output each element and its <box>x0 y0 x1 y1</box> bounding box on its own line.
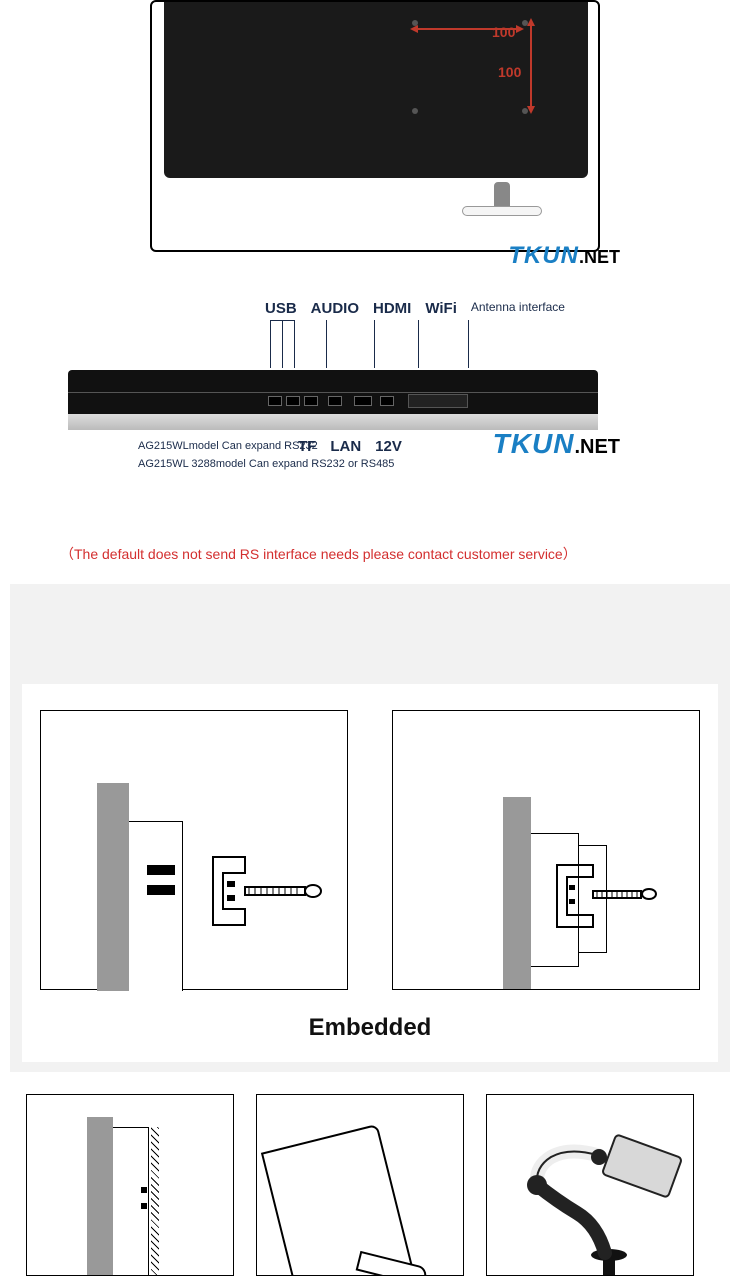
monitor-back <box>164 2 588 178</box>
logo-sub: .NET <box>579 247 620 267</box>
ports-diagram: USB AUDIO HDMI WiFi Antenna interface TF… <box>0 300 750 540</box>
port-label-antenna: Antenna interface <box>471 300 565 317</box>
embedded-title: Embedded <box>36 990 704 1052</box>
logo-sub: .NET <box>574 436 620 458</box>
port-label-hdmi: HDMI <box>373 300 411 317</box>
rs-interface-note: （The default does not send RS interface … <box>0 540 750 584</box>
arm-mount-icon <box>487 1095 694 1276</box>
vesa-v-arrow <box>530 20 532 112</box>
vesa-hole <box>412 20 418 26</box>
clip-icon <box>553 861 663 931</box>
vesa-diagram: 100 100 TKUN.NET <box>0 0 750 280</box>
port-label-wifi: WiFi <box>425 300 457 317</box>
vesa-hole <box>412 108 418 114</box>
port-label-usb: USB <box>265 300 297 317</box>
monitor-outline: 100 100 <box>150 0 600 252</box>
port-label-lan: LAN <box>330 438 361 455</box>
vesa-hole <box>522 108 528 114</box>
mount-options-row <box>0 1072 750 1276</box>
port-label-12v: 12V <box>375 438 402 455</box>
brand-logo: TKUN.NET <box>493 428 620 460</box>
port-expand-note-2: AG215WL 3288model Can expand RS232 or RS… <box>138 458 394 470</box>
mount-option-wall <box>26 1094 234 1276</box>
vesa-h-dim: 100 <box>492 24 515 40</box>
logo-main: TKUN <box>493 428 575 459</box>
port-label-audio: AUDIO <box>311 300 359 317</box>
embedded-section: Embedded <box>10 584 730 1072</box>
clip-icon <box>209 851 329 931</box>
device-side-view <box>68 370 598 430</box>
port-connector-lines <box>268 320 528 370</box>
brand-logo: TKUN.NET <box>508 242 620 270</box>
embed-diagram-2 <box>392 710 700 990</box>
mount-option-arm <box>486 1094 694 1276</box>
antenna-icon <box>452 182 552 232</box>
embed-diagram-1 <box>40 710 348 990</box>
mount-option-stand <box>256 1094 464 1276</box>
vesa-hole <box>522 20 528 26</box>
vesa-v-dim: 100 <box>498 64 521 80</box>
port-expand-note-1: AG215WLmodel Can expand RS232 <box>138 440 318 452</box>
port-top-labels: USB AUDIO HDMI WiFi Antenna interface <box>265 300 565 317</box>
logo-main: TKUN <box>508 242 579 269</box>
